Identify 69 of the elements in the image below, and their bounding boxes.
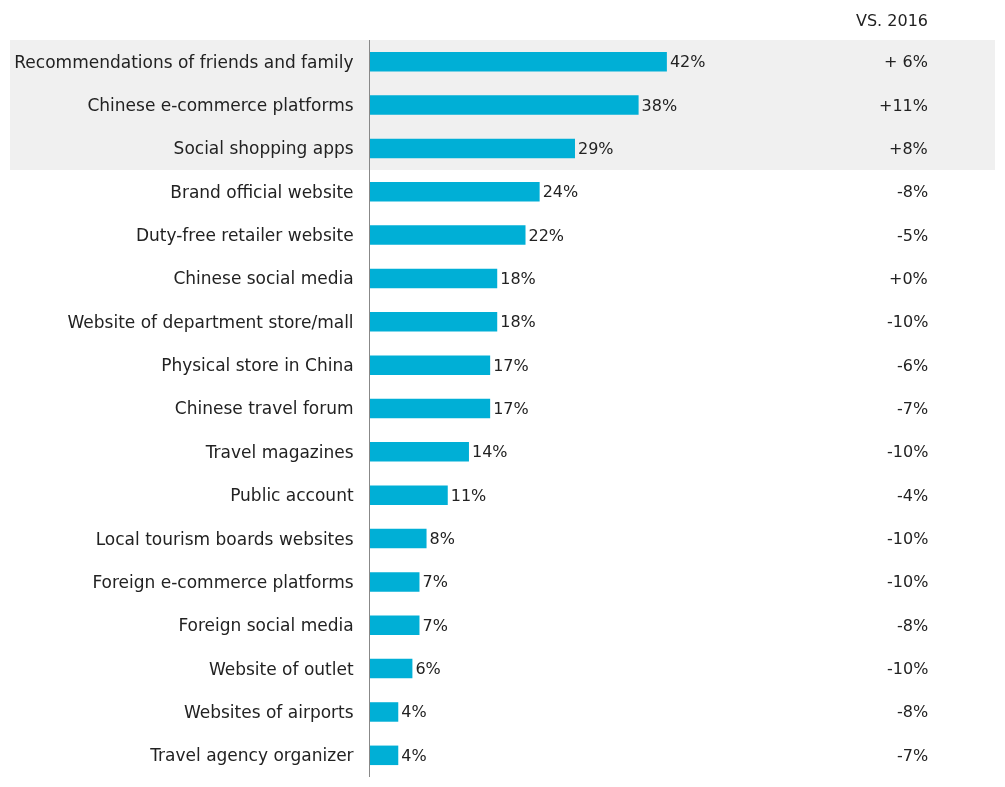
data-label: 11%	[450, 485, 487, 505]
text: -10%	[887, 442, 929, 461]
bar	[370, 528, 427, 549]
y-tick-label: Brand official website	[170, 181, 354, 202]
data-label: 8%	[429, 529, 455, 549]
bar	[370, 658, 413, 679]
y-tick-label: Local tourism boards websites	[95, 528, 354, 549]
bar	[370, 615, 420, 636]
y-tick-label: Recommendations of friends and family	[14, 51, 354, 72]
text: +0%	[889, 269, 928, 288]
text: -6%	[897, 356, 929, 375]
text: -8%	[897, 616, 929, 635]
data-label: 18%	[500, 312, 536, 332]
bar	[370, 745, 399, 766]
data-label: 14%	[471, 442, 508, 462]
data-label: 17%	[493, 399, 529, 418]
text: + 6%	[884, 52, 928, 71]
bar	[370, 702, 399, 722]
bar	[370, 225, 526, 245]
y-tick-label: Website of outlet	[208, 658, 354, 679]
text: VS. 2016	[856, 11, 928, 30]
y-tick-label: Website of department store/mall	[67, 311, 354, 332]
y-tick-label: Travel agency organizer	[149, 745, 354, 766]
text: -8%	[897, 702, 929, 721]
y-tick-label: Public account	[230, 485, 354, 506]
text: -7%	[897, 746, 929, 765]
y-tick-label: Travel magazines	[204, 441, 354, 462]
bar	[370, 398, 491, 419]
text: +8%	[889, 139, 928, 158]
data-label: 29%	[577, 138, 614, 158]
text: -5%	[897, 226, 929, 245]
data-label: 17%	[493, 355, 529, 375]
bar	[370, 138, 575, 159]
data-label: 4%	[401, 745, 427, 765]
data-label: 7%	[422, 615, 448, 635]
text: -10%	[887, 659, 929, 678]
y-tick-label: Foreign e-commerce platforms	[92, 571, 354, 592]
y-tick-label: Websites of airports	[183, 701, 354, 722]
y-tick-label: Physical store in China	[161, 355, 354, 376]
y-tick-label: Duty-free retailer website	[135, 225, 354, 246]
text: +11%	[879, 96, 928, 115]
data-label: 7%	[422, 572, 448, 592]
bar	[370, 181, 540, 202]
data-label: 18%	[500, 268, 536, 288]
bar	[370, 312, 498, 332]
text: -10%	[887, 529, 929, 548]
y-tick-label: Chinese social media	[173, 268, 354, 289]
y-tick-label: Social shopping apps	[173, 138, 354, 159]
data-label: 6%	[415, 659, 441, 679]
data-label: 42%	[669, 52, 706, 72]
bar	[370, 442, 469, 462]
data-label: 38%	[641, 95, 678, 115]
bar	[370, 268, 498, 289]
bar	[370, 572, 420, 592]
text: -8%	[897, 182, 929, 201]
data-label: 22%	[528, 225, 565, 245]
y-tick-label: Chinese travel forum	[174, 398, 354, 419]
text: -10%	[887, 572, 929, 591]
bar	[370, 485, 448, 505]
text: -7%	[897, 399, 929, 418]
y-tick-label: Foreign social media	[178, 615, 354, 636]
text: -10%	[887, 312, 929, 331]
y-tick-label: Chinese e-commerce platforms	[87, 94, 354, 115]
data-label: 24%	[542, 182, 579, 202]
text: -4%	[897, 486, 929, 505]
bar	[370, 355, 491, 375]
data-label: 4%	[401, 702, 427, 722]
bar	[370, 51, 667, 72]
bar	[370, 95, 639, 115]
